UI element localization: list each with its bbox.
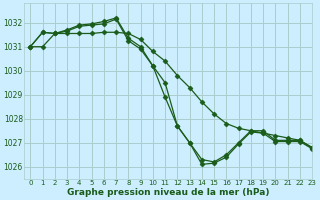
X-axis label: Graphe pression niveau de la mer (hPa): Graphe pression niveau de la mer (hPa) xyxy=(67,188,269,197)
